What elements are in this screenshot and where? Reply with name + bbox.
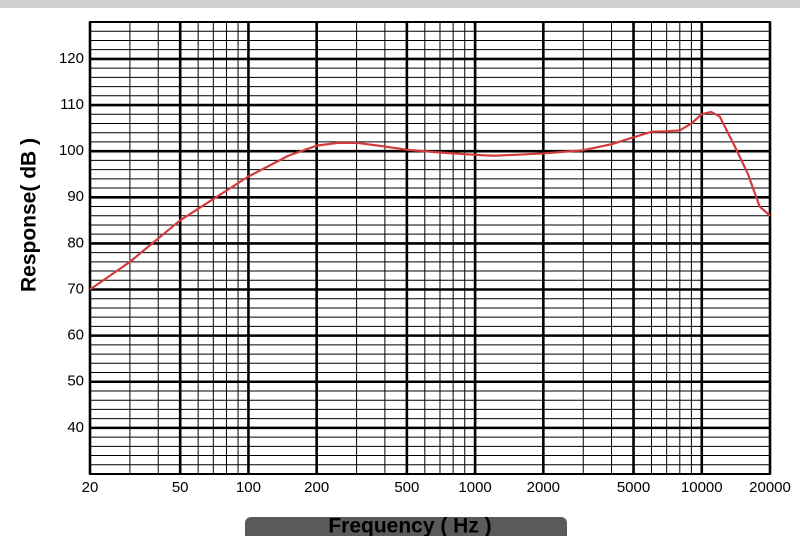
x-tick-label: 20000 (749, 479, 791, 496)
x-tick-label: 10000 (681, 479, 723, 496)
x-tick-label: 2000 (527, 479, 560, 496)
y-tick-label: 90 (67, 188, 84, 205)
x-tick-label: 200 (304, 479, 329, 496)
response-line (89, 110, 771, 291)
y-tick-label: 60 (67, 327, 84, 344)
x-tick-label: 100 (236, 479, 261, 496)
y-tick-label: 110 (60, 96, 84, 113)
y-tick-label: 40 (67, 419, 84, 436)
window-edge (0, 0, 800, 8)
x-tick-label: 20 (82, 479, 99, 496)
plot-frame (89, 21, 771, 475)
y-axis-title: Response( dB ) (18, 138, 41, 292)
plot (89, 110, 771, 291)
y-tick-label: 120 (59, 50, 84, 67)
x-tick-label: 50 (172, 479, 189, 496)
y-tick-label: 80 (67, 234, 84, 251)
toolbar (245, 517, 567, 536)
x-tick-label: 500 (394, 479, 419, 496)
x-axis-title: Frequency ( Hz ) (328, 515, 491, 536)
grid (88, 21, 772, 475)
x-tick-label: 5000 (617, 479, 650, 496)
y-tick-label: 50 (67, 373, 84, 390)
y-tick-label: 70 (67, 280, 84, 297)
y-tick-label: 100 (59, 142, 84, 159)
x-tick-label: 1000 (458, 479, 491, 496)
